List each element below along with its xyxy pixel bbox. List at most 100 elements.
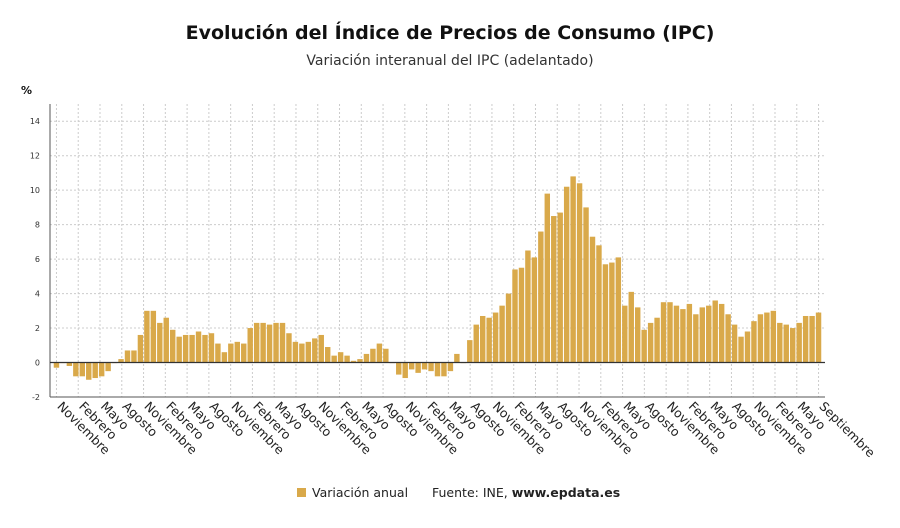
bar — [144, 310, 150, 363]
bar — [137, 334, 144, 363]
bar — [454, 353, 460, 363]
bar — [634, 307, 641, 363]
bar — [467, 340, 473, 363]
bar — [647, 322, 654, 363]
bar — [163, 317, 169, 363]
bar — [228, 343, 234, 363]
bar — [118, 359, 124, 363]
bar — [499, 305, 505, 363]
bar — [654, 317, 660, 363]
bar — [253, 322, 260, 363]
bar — [86, 362, 92, 380]
bar — [241, 343, 247, 363]
bar — [718, 303, 725, 363]
bar — [738, 336, 744, 363]
bar — [279, 322, 286, 363]
bar — [673, 305, 680, 363]
bar — [473, 324, 479, 363]
bar — [628, 291, 634, 363]
bar — [176, 336, 182, 363]
bar — [357, 359, 363, 363]
bar — [486, 317, 492, 363]
bar — [92, 362, 98, 379]
bar — [260, 322, 266, 363]
bar — [764, 312, 770, 363]
bar — [79, 362, 86, 377]
bar — [150, 310, 157, 363]
bar — [408, 362, 415, 370]
bar — [563, 186, 570, 363]
bar — [441, 362, 447, 377]
bar — [169, 329, 176, 363]
source-site: www.epdata.es — [511, 485, 621, 500]
bar — [815, 312, 822, 363]
bar — [551, 216, 557, 363]
bar — [570, 176, 576, 363]
bar — [757, 314, 764, 363]
bar — [525, 250, 531, 363]
bar — [777, 322, 783, 363]
bar — [131, 350, 137, 363]
bar — [751, 321, 757, 363]
y-tick-label: 12 — [30, 152, 40, 161]
bar — [370, 348, 376, 363]
bar — [512, 269, 518, 363]
bar — [583, 207, 589, 363]
bar — [492, 312, 499, 363]
bar — [538, 231, 544, 363]
bar — [402, 362, 408, 379]
legend-swatch — [297, 488, 306, 497]
y-tick-label: 10 — [30, 186, 40, 195]
bar — [376, 343, 383, 363]
y-tick-label: 6 — [35, 255, 40, 264]
bar — [331, 355, 337, 363]
bar — [208, 333, 215, 363]
source-prefix: Fuente: INE, — [432, 485, 512, 500]
bar — [428, 362, 434, 372]
bar — [305, 341, 312, 363]
bar — [286, 333, 292, 363]
bar — [596, 245, 602, 363]
legend: Variación anual — [297, 485, 408, 500]
bar — [667, 302, 673, 363]
bar — [73, 362, 79, 377]
bar — [576, 183, 583, 363]
bar — [712, 300, 718, 363]
bar — [189, 334, 195, 363]
bar — [447, 362, 454, 372]
bar — [479, 315, 486, 363]
y-tick-label: 14 — [30, 117, 40, 126]
bar — [615, 257, 622, 363]
y-tick-label: -2 — [32, 393, 40, 402]
bar — [796, 322, 802, 363]
bar — [337, 352, 344, 363]
bar — [415, 362, 421, 373]
bars — [53, 176, 822, 380]
bar — [660, 302, 667, 363]
bar — [98, 362, 105, 377]
y-tick-labels: -2 0 2 4 6 8 10 12 14 — [30, 117, 40, 402]
bar — [421, 362, 428, 370]
chart-title: Evolución del Índice de Precios de Consu… — [185, 22, 715, 44]
bar — [318, 334, 324, 363]
bar — [273, 322, 279, 363]
x-tick-label: Septiembre — [816, 399, 878, 461]
bar — [292, 341, 299, 363]
bar-chart: -2 0 2 4 6 8 10 12 14 NoviembreFebreroMayoAgosto… — [30, 104, 878, 461]
y-axis-unit-label: % — [21, 84, 33, 97]
bar — [299, 343, 305, 363]
y-tick-label: 4 — [35, 290, 40, 299]
bar — [725, 314, 731, 363]
bar — [602, 264, 609, 363]
bar — [706, 305, 712, 363]
bar — [202, 334, 208, 363]
bar — [221, 352, 228, 363]
bar — [609, 262, 615, 363]
bar — [699, 307, 706, 363]
bar — [686, 303, 693, 363]
chart-subtitle: Variación interanual del IPC (adelantado… — [306, 53, 594, 69]
bar — [641, 329, 647, 363]
bar — [234, 341, 241, 363]
bar — [544, 193, 551, 363]
bar — [363, 353, 370, 363]
